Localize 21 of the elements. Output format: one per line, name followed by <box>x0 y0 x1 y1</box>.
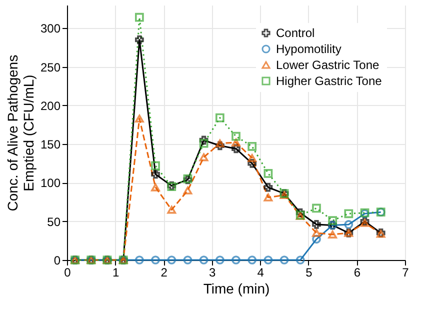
x-tick-label: 3 <box>209 266 216 280</box>
y-tick-label: 250 <box>40 60 61 74</box>
y-tick-label: 50 <box>47 214 61 229</box>
y-tick-label: 0 <box>54 254 61 268</box>
y-tick-label: 150 <box>40 138 61 152</box>
x-tick-label: 5 <box>306 266 313 280</box>
legend-label: Lower Gastric Tone <box>276 58 380 72</box>
x-tick-label: 6 <box>354 266 361 280</box>
x-tick-label: 4 <box>257 266 264 280</box>
x-axis-title: Time (min) <box>203 280 270 296</box>
x-tick-label: 1 <box>112 266 120 280</box>
x-tick-label: 0 <box>64 266 72 280</box>
y-axis-title: Conc. of Alive Pathogens Emptied (CFU/mL) <box>4 54 36 212</box>
x-tick-label: 2 <box>160 266 168 280</box>
y-tick-label: 100 <box>40 176 61 190</box>
legend-label: Hypomotility <box>276 42 342 56</box>
legend-label: Higher Gastric Tone <box>276 74 382 88</box>
y-tick-label: 200 <box>40 98 61 113</box>
x-tick-label: 7 <box>402 266 410 280</box>
legend-label: Control <box>276 26 315 40</box>
y-tick-label: 300 <box>40 22 61 36</box>
